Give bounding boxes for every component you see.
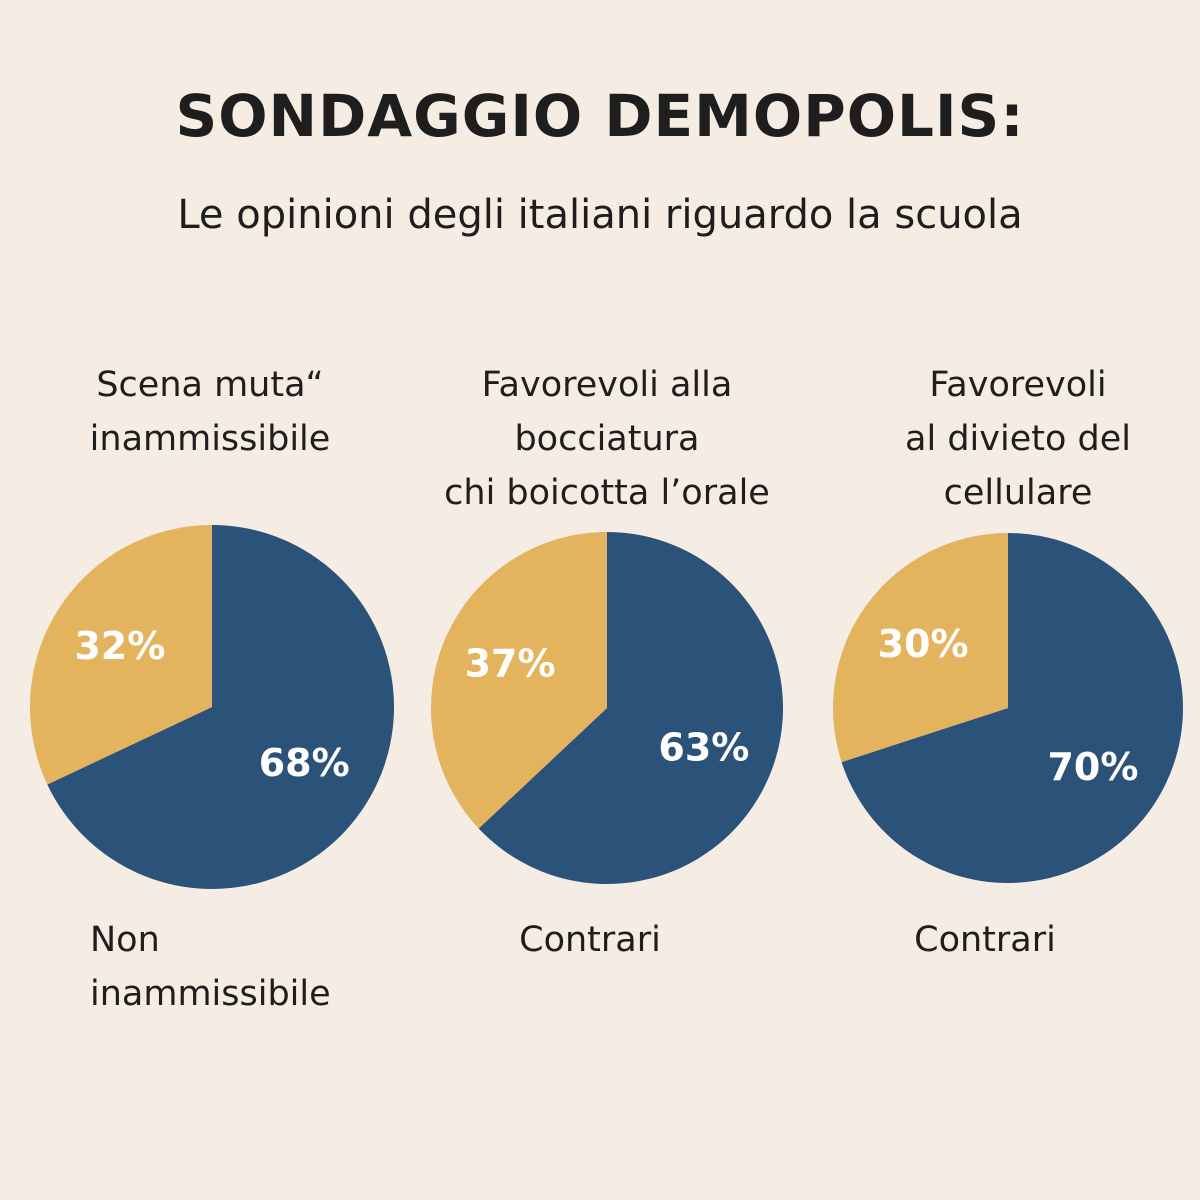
slice-label: 32% bbox=[74, 624, 165, 668]
slice-label: 70% bbox=[1047, 745, 1138, 789]
pie-bottom-label: Contrari bbox=[914, 920, 1056, 960]
pie-slice bbox=[833, 533, 1008, 763]
pie-title-label: Favorevoli al divieto del cellulare bbox=[905, 365, 1131, 513]
pie-title-label: Favorevoli alla bocciatura chi boicotta … bbox=[444, 365, 770, 513]
pie-slice bbox=[841, 533, 1183, 883]
pie-slice bbox=[478, 532, 784, 884]
subtitle: Le opinioni degli italiani riguardo la s… bbox=[177, 192, 1023, 238]
pie-title-label: Scena muta“ inammissibile bbox=[89, 365, 331, 459]
pie-slice bbox=[29, 525, 212, 785]
title: SONDAGGIO DEMOPOLIS: bbox=[175, 82, 1025, 150]
pie-slice bbox=[431, 532, 607, 829]
slice-label: 30% bbox=[878, 622, 969, 666]
slice-label: 68% bbox=[259, 741, 350, 785]
slice-label: 37% bbox=[465, 642, 556, 686]
pie-bottom-label: Non inammissibile bbox=[90, 920, 331, 1014]
pie-slice bbox=[47, 525, 395, 889]
pie-bottom-label: Contrari bbox=[519, 920, 661, 960]
slice-label: 63% bbox=[658, 725, 749, 769]
